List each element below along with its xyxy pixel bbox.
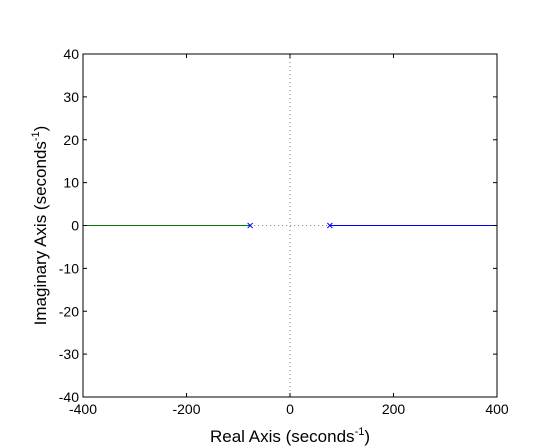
x-axis-title-superscript: -1 (355, 426, 365, 438)
poles-layer (247, 222, 333, 229)
y-tick-label: 20 (63, 132, 79, 148)
y-axis-title: Imaginary Axis (seconds-1) (30, 126, 50, 326)
y-axis-title-text: Imaginary Axis (seconds (31, 141, 50, 325)
x-tick-label: 200 (382, 401, 406, 417)
y-tick-label: -30 (59, 346, 79, 362)
y-tick-label: 0 (71, 218, 79, 234)
y-tick-label: -10 (59, 260, 79, 276)
y-axis-title-suffix: ) (31, 126, 50, 132)
x-tick-label: -200 (172, 401, 200, 417)
y-tick-label: 40 (63, 46, 79, 62)
pole-marker-1 (247, 222, 254, 229)
y-axis-title-superscript: -1 (30, 131, 42, 141)
x-axis-title-text: Real Axis (seconds (210, 427, 355, 446)
x-tick-label: 400 (485, 401, 509, 417)
y-tick-label: -40 (59, 389, 79, 405)
pole-marker-stroke-b (326, 222, 333, 229)
y-ticks: -40 -30 -20 -10 0 10 20 30 40 (59, 46, 497, 405)
pole-marker-2 (326, 222, 333, 229)
x-tick-label: 0 (286, 401, 294, 417)
x-ticks: -400 -200 0 200 400 (69, 54, 509, 417)
x-axis-title: Real Axis (seconds-1) (210, 426, 370, 446)
y-tick-label: 30 (63, 89, 79, 105)
x-tick-label: -400 (69, 401, 97, 417)
x-axis-title-suffix: ) (364, 427, 370, 446)
y-tick-label: -20 (59, 303, 79, 319)
y-tick-label: 10 (63, 175, 79, 191)
pole-marker-stroke-b (247, 222, 254, 229)
